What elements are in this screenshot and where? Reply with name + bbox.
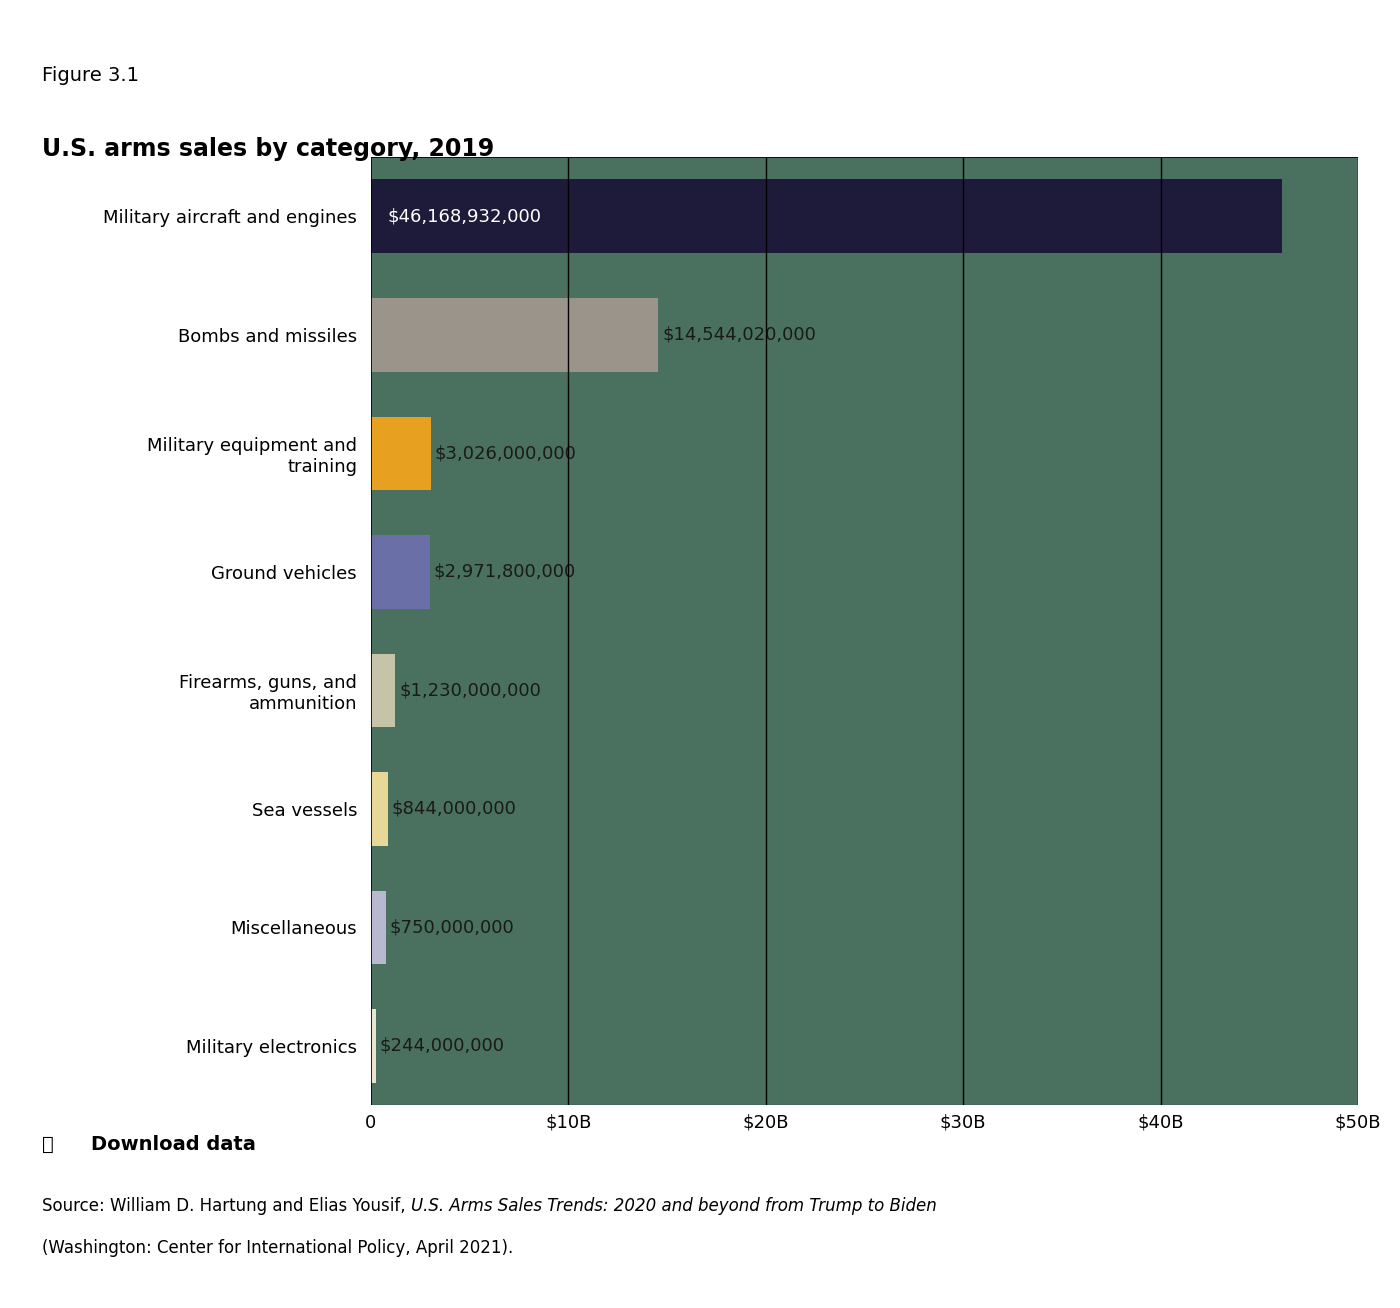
Text: $14,544,020,000: $14,544,020,000 <box>662 326 816 344</box>
Text: U.S. arms sales by category, 2019: U.S. arms sales by category, 2019 <box>42 137 494 161</box>
Bar <box>371 416 431 490</box>
Text: $46,168,932,000: $46,168,932,000 <box>388 207 542 225</box>
Text: Download data: Download data <box>91 1135 256 1155</box>
Bar <box>371 891 386 964</box>
Text: $244,000,000: $244,000,000 <box>379 1037 505 1056</box>
Bar <box>371 654 395 727</box>
Bar <box>371 179 1282 252</box>
Text: Source: William D. Hartung and Elias Yousif,: Source: William D. Hartung and Elias You… <box>42 1197 410 1215</box>
Text: $844,000,000: $844,000,000 <box>392 800 517 818</box>
Text: $1,230,000,000: $1,230,000,000 <box>399 681 542 700</box>
Bar <box>371 535 430 608</box>
Text: $2,971,800,000: $2,971,800,000 <box>434 562 575 581</box>
Bar <box>371 1010 375 1083</box>
Text: $750,000,000: $750,000,000 <box>389 918 515 937</box>
Text: ⤓: ⤓ <box>42 1135 66 1155</box>
Text: U.S. Arms Sales Trends: 2020 and beyond from Trump to Biden: U.S. Arms Sales Trends: 2020 and beyond … <box>410 1197 937 1215</box>
Text: Figure 3.1: Figure 3.1 <box>42 65 139 85</box>
Bar <box>371 772 388 846</box>
Text: $3,026,000,000: $3,026,000,000 <box>434 445 577 462</box>
Bar <box>371 298 658 371</box>
Text: (Washington: Center for International Policy, April 2021).: (Washington: Center for International Po… <box>42 1239 514 1257</box>
